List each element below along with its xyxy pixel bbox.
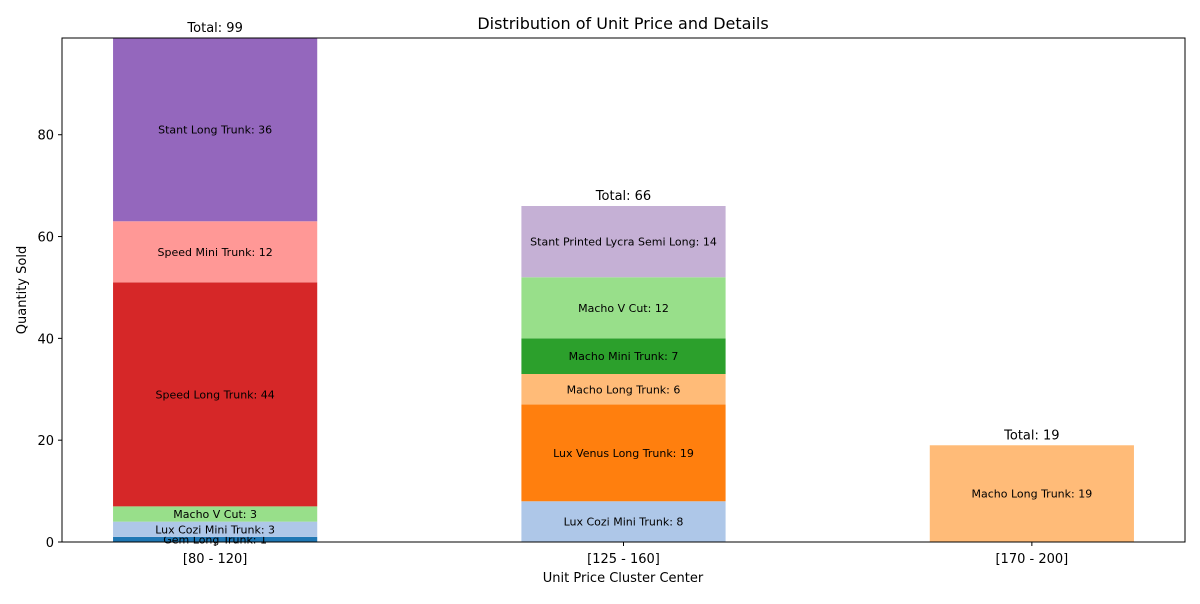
bar-segment xyxy=(929,445,1134,542)
bar-segment xyxy=(113,506,318,522)
segment-label: Stant Printed Lycra Semi Long: 14 xyxy=(530,236,717,249)
bar-segment xyxy=(113,282,318,507)
y-tick-label: 20 xyxy=(37,434,54,449)
y-tick-label: 80 xyxy=(37,129,54,144)
bar-segment xyxy=(113,38,318,222)
bar-segment xyxy=(521,404,726,502)
x-tick-label: [125 - 160] xyxy=(587,552,660,567)
segment-label: Macho Long Trunk: 19 xyxy=(971,488,1092,501)
segment-label: Macho V Cut: 3 xyxy=(173,508,257,521)
bar-segment xyxy=(521,277,726,339)
y-tick-label: 60 xyxy=(37,231,54,246)
x-axis-label: Unit Price Cluster Center xyxy=(543,571,704,586)
total-label: Total: 99 xyxy=(186,21,242,36)
segment-label: Speed Mini Trunk: 12 xyxy=(158,246,273,259)
y-axis-label: Quantity Sold xyxy=(15,246,30,334)
x-tick-label: [170 - 200] xyxy=(995,552,1068,567)
bar-segment xyxy=(113,521,318,537)
segment-label: Lux Cozi Mini Trunk: 3 xyxy=(155,523,275,536)
bar-segment xyxy=(113,536,318,542)
total-label: Total: 19 xyxy=(1003,428,1059,443)
bar-segment xyxy=(521,374,726,405)
segment-label: Macho Long Trunk: 6 xyxy=(567,383,681,396)
segment-label: Macho Mini Trunk: 7 xyxy=(569,350,679,363)
y-tick-label: 40 xyxy=(37,332,54,347)
total-label: Total: 66 xyxy=(595,189,651,204)
segment-label: Stant Long Trunk: 36 xyxy=(158,124,272,137)
x-tick-label: [80 - 120] xyxy=(183,552,247,567)
y-tick-label: 0 xyxy=(46,536,54,551)
bar-segment xyxy=(521,501,726,542)
bar-segment xyxy=(113,221,318,283)
bar-segment xyxy=(521,206,726,278)
segment-label: Macho V Cut: 12 xyxy=(578,302,669,315)
segment-label: Lux Cozi Mini Trunk: 8 xyxy=(564,516,684,529)
segment-label: Lux Venus Long Trunk: 19 xyxy=(553,447,694,460)
segment-label: Speed Long Trunk: 44 xyxy=(156,388,275,401)
chart-title: Distribution of Unit Price and Details xyxy=(477,14,768,33)
bar-segment xyxy=(521,338,726,374)
